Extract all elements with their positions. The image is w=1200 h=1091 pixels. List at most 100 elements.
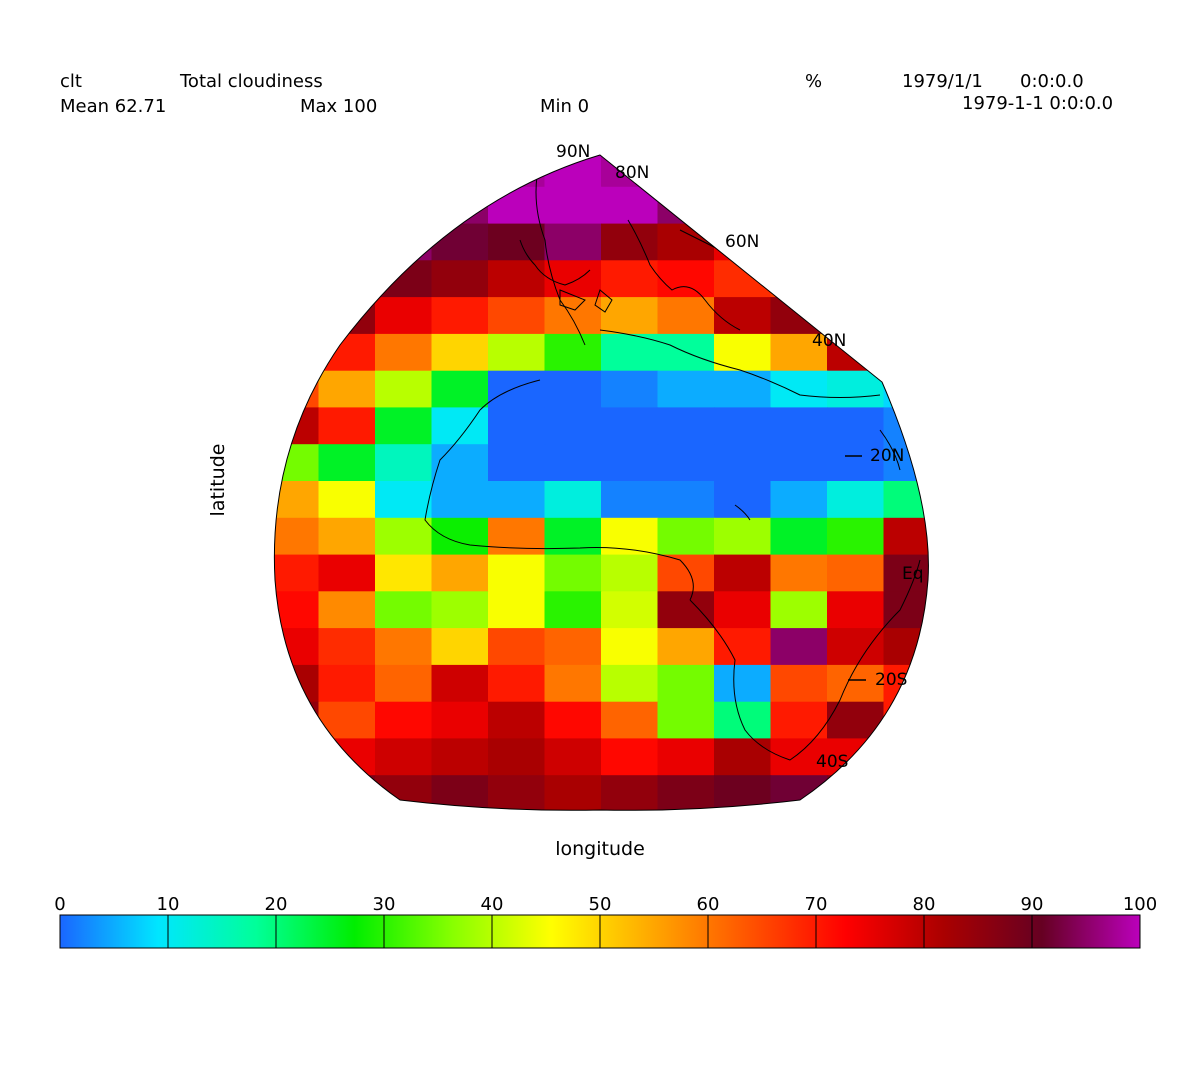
- grid-cell: [488, 517, 546, 556]
- grid-cell: [375, 628, 433, 666]
- grid-cell: [488, 444, 546, 482]
- grid-cell: [544, 223, 602, 262]
- variable-name: clt: [60, 71, 82, 92]
- colorbar-tick-label: 50: [589, 894, 612, 915]
- colorbar-tick-label: 80: [913, 894, 936, 915]
- grid-cell: [601, 775, 659, 811]
- grid-cell: [714, 664, 772, 703]
- grid-cell: [488, 701, 546, 740]
- grid-cell: [657, 591, 715, 629]
- grid-cell: [375, 738, 433, 776]
- grid-cell: [657, 738, 715, 776]
- grid-cell: [657, 517, 715, 556]
- grid-cell: [770, 407, 828, 445]
- grid-cell: [827, 664, 885, 703]
- colorbar-tick-label: 70: [805, 894, 828, 915]
- grid-cell: [714, 554, 772, 593]
- grid-cell: [375, 407, 433, 445]
- grid-cell: [488, 297, 546, 335]
- grid-cell: [544, 297, 602, 335]
- grid-cell: [770, 628, 828, 666]
- grid-cell: [601, 664, 659, 703]
- grid-cell: [657, 554, 715, 593]
- grid-cell: [544, 554, 602, 593]
- max-label: Max 100: [300, 96, 378, 117]
- grid-cell: [657, 407, 715, 445]
- colorbar-tick-label: 0: [54, 894, 65, 915]
- grid-cell: [318, 407, 376, 445]
- grid-cell: [657, 260, 715, 298]
- grid-cell: [601, 260, 659, 298]
- lat-label-20n: 20N: [870, 446, 904, 466]
- grid-cell: [770, 701, 828, 740]
- grid-cell: [431, 517, 489, 556]
- grid-cell: [318, 554, 376, 593]
- grid-cell: [431, 444, 489, 482]
- grid-cell: [318, 370, 376, 409]
- grid-cell: [601, 407, 659, 445]
- grid-cell: [431, 370, 489, 409]
- grid-cell: [431, 481, 489, 519]
- grid-cell: [431, 333, 489, 372]
- grid-cell: [827, 517, 885, 556]
- grid-cell: [657, 775, 715, 811]
- grid-cell: [714, 701, 772, 740]
- grid-cell: [827, 554, 885, 593]
- grid-cell: [601, 223, 659, 262]
- grid-cell: [544, 370, 602, 409]
- grid-cell: [318, 444, 376, 482]
- grid-cell: [375, 554, 433, 593]
- grid-cell: [657, 701, 715, 740]
- grid-cell: [544, 628, 602, 666]
- colorbar-tick-label: 40: [481, 894, 504, 915]
- grid-cell: [544, 775, 602, 811]
- grid-cell: [431, 260, 489, 298]
- grid-cell: [714, 444, 772, 482]
- grid-cell: [714, 738, 772, 776]
- grid-cell: [488, 775, 546, 811]
- grid-cell: [601, 444, 659, 482]
- colorbar-tick-label: 60: [697, 894, 720, 915]
- grid-cell: [544, 664, 602, 703]
- grid-cell: [274, 481, 320, 519]
- grid-cell: [544, 481, 602, 519]
- colorbar-tick-label: 90: [1021, 894, 1044, 915]
- grid-cell: [375, 333, 433, 372]
- grid-cell: [601, 481, 659, 519]
- grid-cell: [488, 591, 546, 629]
- time-label: 0:0:0.0: [1020, 71, 1084, 92]
- grid-cell: [375, 481, 433, 519]
- grid-cell: [601, 333, 659, 372]
- grid-cell: [488, 554, 546, 593]
- grid-cell: [770, 517, 828, 556]
- grid-cell: [488, 223, 546, 262]
- grid-cell: [714, 481, 772, 519]
- lat-label-eq: Eq: [902, 564, 924, 584]
- grid-cell: [770, 370, 828, 409]
- grid-cell: [375, 297, 433, 335]
- globe-outline: [273, 154, 929, 811]
- datetime-label: 1979-1-1 0:0:0.0: [962, 93, 1114, 114]
- grid-cell: [431, 554, 489, 593]
- grid-cell: [714, 628, 772, 666]
- lat-label-60n: 60N: [725, 232, 759, 252]
- grid-cell: [544, 333, 602, 372]
- grid-cell: [318, 591, 376, 629]
- grid-cell: [544, 517, 602, 556]
- grid-cell: [770, 554, 828, 593]
- grid-cell: [601, 738, 659, 776]
- grid-cell: [431, 738, 489, 776]
- grid-cell: [601, 370, 659, 409]
- units-label: %: [805, 71, 823, 92]
- grid-cell: [488, 407, 546, 445]
- grid-cell: [375, 444, 433, 482]
- grid-cell: [827, 370, 885, 409]
- grid-cell: [770, 444, 828, 482]
- min-label: Min 0: [540, 96, 590, 117]
- grid-cell: [488, 481, 546, 519]
- lat-label-40s: 40S: [816, 752, 848, 772]
- grid-cell: [431, 407, 489, 445]
- grid-cell: [714, 370, 772, 409]
- grid-cell: [375, 517, 433, 556]
- grid-cell: [431, 664, 489, 703]
